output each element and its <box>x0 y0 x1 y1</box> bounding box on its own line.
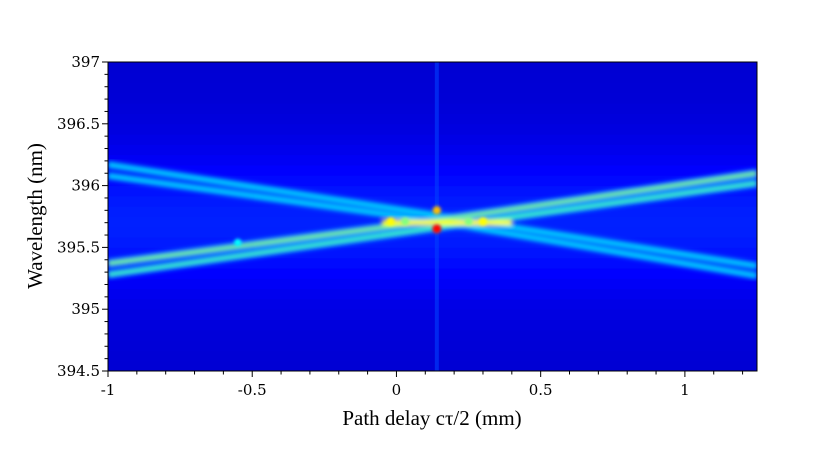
background-band <box>108 319 757 331</box>
background-band <box>108 237 757 248</box>
heatmap-branches <box>108 160 757 281</box>
background-band <box>108 350 757 362</box>
background-band <box>108 329 757 341</box>
background-band <box>108 257 757 269</box>
background-band <box>108 175 757 187</box>
x-axis: -1 -0.5 0 0.5 1 <box>101 371 744 399</box>
background-band <box>108 309 757 320</box>
y-tick-label: 396 <box>71 177 100 195</box>
x-tick-label: -0.5 <box>238 381 267 399</box>
background-band <box>108 92 757 104</box>
x-tick-label: 1 <box>680 381 690 399</box>
hot-spot <box>432 206 442 215</box>
y-axis: 394.5 395 395.5 396 396.5 397 <box>57 53 108 380</box>
background-band <box>108 360 757 371</box>
x-tick-label: -1 <box>101 381 116 399</box>
background-band <box>108 268 757 279</box>
y-tick-label: 395 <box>71 300 100 318</box>
background-band <box>108 103 757 114</box>
background-band <box>108 340 757 351</box>
background-band <box>108 123 757 135</box>
y-tick-label: 396.5 <box>57 115 100 133</box>
hot-spot <box>432 224 442 234</box>
background-band <box>108 72 757 84</box>
x-tick-label: 0.5 <box>529 381 553 399</box>
background-band <box>108 247 757 259</box>
background-band <box>108 134 757 145</box>
background-band <box>108 185 757 197</box>
background-band <box>108 62 757 73</box>
background-band <box>108 144 757 156</box>
background-band <box>108 113 757 125</box>
branch-line <box>108 162 757 268</box>
background-band <box>108 278 757 290</box>
hot-spot <box>386 217 395 226</box>
background-band <box>108 195 757 207</box>
y-tick-label: 397 <box>71 53 100 71</box>
hot-spot <box>478 217 488 226</box>
plot-area <box>108 62 757 371</box>
y-tick-label: 394.5 <box>57 362 100 380</box>
y-axis-title: Wavelength (nm) <box>23 143 47 289</box>
hot-spot <box>464 217 473 226</box>
hot-spot <box>401 217 409 226</box>
y-tick-label: 395.5 <box>57 238 100 256</box>
background-band <box>108 288 757 300</box>
x-axis-title: Path delay cτ/2 (mm) <box>342 406 521 430</box>
plot-frame <box>107 61 758 372</box>
x-tick-label: 0 <box>392 381 402 399</box>
heatmap-hot-spots <box>234 206 488 247</box>
background-band <box>108 298 757 310</box>
background-band <box>108 82 757 94</box>
hot-spot <box>234 238 242 247</box>
background-band <box>108 154 757 166</box>
background-band <box>108 165 757 176</box>
